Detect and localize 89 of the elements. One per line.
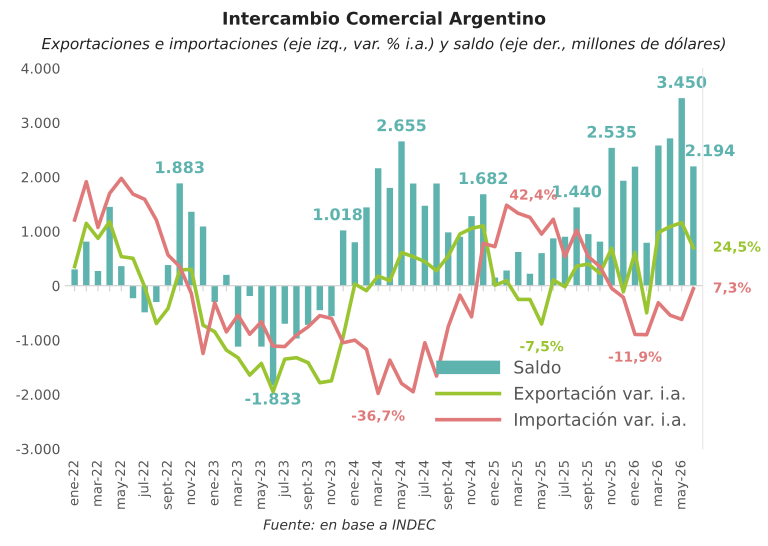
bar — [328, 286, 335, 316]
x-tick-label: may-26 — [676, 460, 688, 509]
x-tick-label: jul-24 — [418, 460, 432, 498]
y-tick-label: 4.000 — [21, 63, 60, 74]
bar — [164, 265, 172, 286]
y-tick-label: 3.000 — [22, 118, 60, 128]
data-label: 1.018 — [314, 208, 362, 220]
x-tick-label: nov-22 — [185, 461, 196, 504]
x-tick-label: mar-23 — [232, 460, 242, 506]
x-tick-label: ene-22 — [68, 461, 78, 506]
x-tick-label: ene-26 — [628, 460, 639, 506]
x-tick-label: may-25 — [535, 461, 548, 509]
chart-subtitle: Exportaciones e importaciones (eje izq., var. % i.a.) y saldo (eje der., millones de dólares) — [42, 36, 725, 52]
legend-label: Exportación var. i.a. — [515, 386, 684, 404]
x-tick-label: sept-24 — [442, 460, 455, 510]
data-label: 3.450 — [658, 76, 706, 88]
bar — [282, 286, 288, 324]
bar — [526, 274, 534, 286]
legend-label: Importación var. i.a. — [515, 412, 686, 430]
bar — [608, 148, 615, 286]
x-tick-label: sept-23 — [302, 460, 314, 510]
x-tick-label: ene-25 — [488, 461, 499, 506]
bar — [212, 286, 218, 302]
bar — [666, 138, 674, 286]
bar — [410, 184, 416, 286]
x-tick-label: sept-22 — [162, 461, 174, 510]
y-tick-label: 1.000 — [22, 226, 60, 237]
y-tick-label: 0 — [52, 280, 60, 292]
bar — [304, 286, 312, 325]
bar — [363, 207, 370, 286]
legend-label: Saldo — [514, 360, 560, 374]
bar — [246, 286, 253, 296]
chart-title: Intercambio Comercial Argentino — [224, 11, 546, 28]
bar — [690, 166, 697, 286]
bar — [620, 180, 627, 286]
bar — [340, 230, 346, 286]
bar — [130, 286, 136, 298]
bar — [83, 242, 90, 286]
bar — [293, 286, 300, 338]
source-note: Fuente: en base a INDEC — [264, 519, 436, 530]
bar — [200, 226, 206, 286]
bar — [258, 286, 265, 347]
bar — [153, 286, 160, 302]
x-tick-label: mar-25 — [512, 461, 522, 506]
data-label: 1.883 — [156, 161, 204, 174]
data-label: 2.194 — [686, 144, 735, 156]
x-tick-label: mar-22 — [92, 461, 102, 506]
x-tick-label: nov-25 — [606, 461, 616, 504]
data-label: 2.655 — [378, 119, 426, 132]
x-tick-label: jul-23 — [278, 460, 292, 498]
y-tick-label: -2.000 — [16, 389, 60, 400]
x-tick-label: ene-23 — [208, 460, 219, 506]
bar — [71, 269, 78, 286]
y-tick-label: -1.000 — [16, 335, 60, 346]
bar — [538, 253, 545, 286]
data-label: -1.833 — [245, 392, 300, 405]
x-tick-label: may-23 — [255, 460, 268, 509]
bar — [643, 242, 650, 286]
data-label: 2.535 — [588, 126, 636, 138]
bar — [515, 252, 522, 286]
x-tick-label: nov-24 — [465, 460, 476, 504]
bar — [468, 216, 475, 286]
y-tick-label: -3.000 — [16, 444, 60, 454]
x-tick-label: sept-25 — [582, 461, 595, 510]
y-tick-label: 2.000 — [22, 172, 60, 182]
x-tick-label: jul-22 — [138, 461, 152, 498]
bar — [352, 242, 358, 286]
x-tick-label: nov-23 — [325, 460, 336, 504]
data-label: -11,9% — [608, 351, 662, 364]
data-label: 24,5% — [714, 241, 761, 254]
bar — [456, 236, 464, 286]
data-label: 1.682 — [460, 172, 508, 184]
x-tick-label: jul-25 — [558, 461, 572, 498]
data-label: -7,5% — [520, 340, 564, 354]
bar — [374, 168, 382, 286]
bar — [270, 286, 276, 386]
data-label: -36,7% — [352, 410, 405, 423]
bar — [316, 286, 323, 310]
bar — [118, 266, 125, 286]
bar — [386, 188, 394, 286]
x-tick-label: ene-24 — [348, 460, 359, 506]
data-label: 7,3% — [714, 282, 751, 295]
x-tick-label: may-22 — [115, 461, 128, 509]
bar — [422, 206, 428, 286]
x-tick-label: mar-26 — [652, 460, 662, 506]
bar — [678, 98, 685, 286]
x-tick-label: may-24 — [395, 460, 408, 509]
bar — [223, 274, 230, 286]
x-tick-label: mar-24 — [372, 460, 382, 506]
